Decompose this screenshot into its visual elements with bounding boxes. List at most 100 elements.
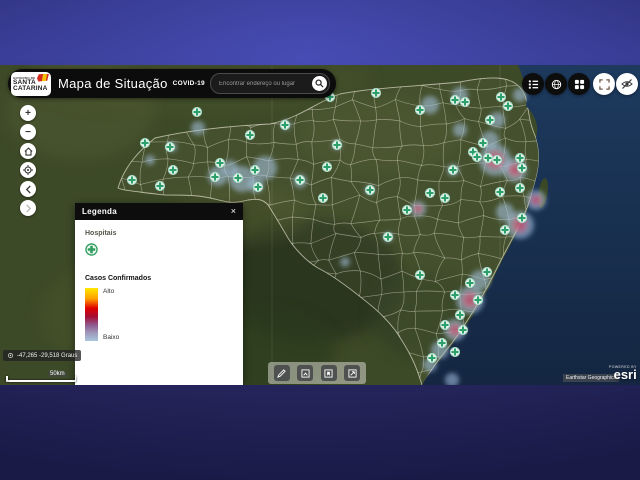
legend-button[interactable] — [522, 73, 544, 95]
hospital-marker[interactable] — [484, 114, 496, 126]
hospital-marker[interactable] — [457, 324, 469, 336]
widget-toolbar — [268, 362, 366, 384]
hospital-marker[interactable] — [279, 119, 291, 131]
hospital-marker[interactable] — [477, 137, 489, 149]
zoom-in-button[interactable]: + — [20, 105, 36, 121]
hospital-marker[interactable] — [424, 187, 436, 199]
hospital-marker[interactable] — [364, 184, 376, 196]
hospital-marker[interactable] — [516, 162, 528, 174]
share-icon — [348, 368, 357, 378]
hospital-marker[interactable] — [459, 96, 471, 108]
hospital-cross-icon — [383, 232, 393, 242]
hospital-marker[interactable] — [209, 171, 221, 183]
hospital-marker[interactable] — [317, 192, 329, 204]
hospital-marker[interactable] — [439, 192, 451, 204]
hospital-marker[interactable] — [382, 231, 394, 243]
pencil-icon — [277, 368, 286, 378]
minus-icon: − — [25, 126, 31, 138]
hospital-marker[interactable] — [252, 181, 264, 193]
hospital-cross-icon — [332, 140, 342, 150]
apps-button[interactable] — [568, 73, 590, 95]
hospital-cross-icon — [427, 353, 437, 363]
hospital-marker[interactable] — [191, 106, 203, 118]
draw-button[interactable] — [273, 365, 290, 381]
grid-icon — [574, 79, 584, 89]
crosshair-icon — [8, 353, 13, 358]
hospital-marker[interactable] — [454, 309, 466, 321]
hospital-marker[interactable] — [514, 182, 526, 194]
hospital-marker[interactable] — [164, 141, 176, 153]
previous-extent-button[interactable] — [20, 181, 36, 197]
app-header: GOVERNO DE SANTA CATARINA Mapa de Situaç… — [8, 69, 336, 98]
hospital-marker[interactable] — [139, 137, 151, 149]
hospital-cross-icon — [210, 172, 220, 182]
hospital-marker[interactable] — [244, 129, 256, 141]
hospitals-layer — [126, 87, 528, 364]
hospital-marker[interactable] — [449, 346, 461, 358]
hospital-cross-icon — [280, 120, 290, 130]
hospital-cross-icon — [500, 225, 510, 235]
hospital-marker[interactable] — [401, 204, 413, 216]
bookmark-button[interactable] — [320, 365, 337, 381]
hospital-cross-icon — [515, 153, 525, 163]
hospital-marker[interactable] — [449, 94, 461, 106]
hospital-cross-icon — [245, 130, 255, 140]
arrow-left-icon — [25, 184, 31, 194]
hospital-marker[interactable] — [481, 266, 493, 278]
hospital-marker[interactable] — [154, 180, 166, 192]
esri-logo[interactable]: POWERED BY esri — [609, 365, 637, 381]
hospital-marker[interactable] — [214, 157, 226, 169]
hospital-cross-icon — [192, 107, 202, 117]
hospital-marker[interactable] — [426, 352, 438, 364]
hospital-marker[interactable] — [331, 139, 343, 151]
hospital-marker[interactable] — [370, 87, 382, 99]
hospital-marker[interactable] — [516, 212, 528, 224]
hospital-marker[interactable] — [464, 277, 476, 289]
basemap-button[interactable] — [545, 73, 567, 95]
home-button[interactable] — [20, 143, 36, 159]
share-button[interactable] — [344, 365, 361, 381]
gradient-high-label: Alto — [103, 288, 115, 295]
zoom-out-button[interactable]: − — [20, 124, 36, 140]
fullscreen-button[interactable] — [593, 73, 615, 95]
search-button[interactable] — [311, 76, 327, 91]
legend-hospitals-heading: Hospitais — [85, 230, 117, 237]
hospital-marker[interactable] — [502, 100, 514, 112]
hospital-marker[interactable] — [414, 269, 426, 281]
hospital-marker[interactable] — [449, 289, 461, 301]
hide-interface-button[interactable] — [616, 73, 638, 95]
hospital-marker[interactable] — [167, 164, 179, 176]
hospital-cross-icon — [215, 158, 225, 168]
hospital-marker[interactable] — [321, 161, 333, 173]
search-input[interactable] — [210, 80, 312, 87]
hospital-marker[interactable] — [494, 186, 506, 198]
hospital-marker[interactable] — [499, 224, 511, 236]
hospital-marker[interactable] — [436, 337, 448, 349]
hospital-marker[interactable] — [491, 154, 503, 166]
hospital-cross-icon — [322, 162, 332, 172]
hospital-marker[interactable] — [514, 152, 526, 164]
map-application-window: GOVERNO DE SANTA CATARINA Mapa de Situaç… — [0, 65, 640, 385]
hospital-marker[interactable] — [232, 172, 244, 184]
hospital-marker[interactable] — [472, 294, 484, 306]
hospital-marker[interactable] — [414, 104, 426, 116]
scale-label: 50km — [48, 371, 67, 377]
hospital-marker[interactable] — [126, 174, 138, 186]
hospital-marker[interactable] — [447, 164, 459, 176]
legend-panel-header[interactable]: Legenda × — [75, 203, 243, 220]
hospital-cross-icon — [495, 187, 505, 197]
santa-catarina-logo[interactable]: GOVERNO DE SANTA CATARINA — [11, 71, 51, 96]
next-extent-button[interactable] — [20, 200, 36, 216]
home-icon — [24, 146, 32, 156]
screenshot-button[interactable] — [297, 365, 314, 381]
hospital-marker[interactable] — [482, 152, 494, 164]
hospital-marker[interactable] — [294, 174, 306, 186]
hospital-cross-icon — [253, 182, 263, 192]
hospital-cross-icon — [492, 155, 502, 165]
locate-button[interactable] — [20, 162, 36, 178]
hospital-marker[interactable] — [495, 91, 507, 103]
hospital-marker[interactable] — [471, 151, 483, 163]
close-icon[interactable]: × — [230, 206, 236, 216]
hospital-marker[interactable] — [249, 164, 261, 176]
hospital-marker[interactable] — [439, 319, 451, 331]
